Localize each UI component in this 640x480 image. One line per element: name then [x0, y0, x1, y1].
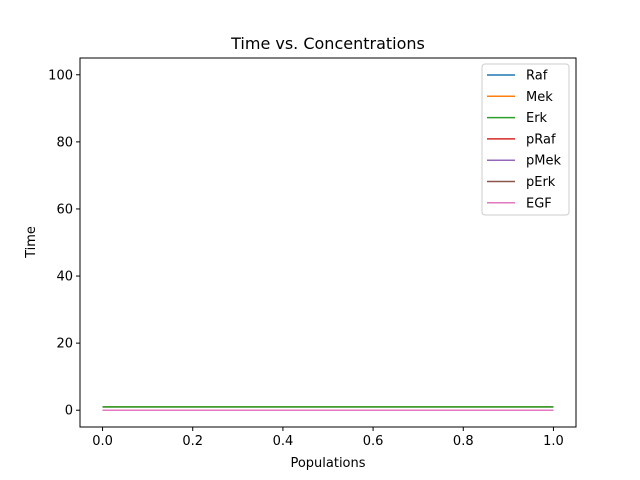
y-tick-label: 100 [48, 68, 73, 83]
legend-label-mek: Mek [526, 90, 553, 105]
x-tick-label: 0.4 [273, 434, 294, 449]
legend-label-egf: EGF [526, 196, 552, 211]
chart-title: Time vs. Concentrations [230, 34, 425, 53]
series-lines [102, 406, 554, 411]
y-tick-label: 20 [56, 337, 73, 352]
legend-label-praf: pRaf [526, 132, 556, 147]
x-tick-label: 0.2 [182, 434, 203, 449]
legend: Raf Mek Erk pRaf pMek pErk EGF [481, 63, 570, 216]
x-tick-label: 0.8 [453, 434, 474, 449]
x-axis-ticks: 0.0 0.2 0.4 0.6 0.8 1.0 [92, 427, 564, 449]
x-axis-label: Populations [290, 456, 365, 471]
legend-label-erk: Erk [526, 111, 548, 126]
y-axis-ticks: 0 20 40 60 80 100 [48, 68, 80, 419]
y-axis-label: Time [24, 226, 39, 259]
axes-frame [79, 57, 577, 428]
legend-label-pmek: pMek [526, 154, 561, 169]
legend-frame [481, 63, 570, 216]
plot-area [79, 57, 577, 428]
legend-label-raf: Raf [526, 69, 548, 84]
y-tick-label: 80 [56, 135, 73, 150]
y-tick-label: 40 [56, 270, 73, 285]
x-tick-label: 0.6 [363, 434, 384, 449]
legend-items: Raf Mek Erk pRaf pMek pErk EGF [487, 69, 561, 211]
legend-label-perk: pErk [526, 175, 556, 190]
y-tick-label: 60 [56, 202, 73, 217]
x-tick-label: 0.0 [92, 434, 113, 449]
x-tick-label: 1.0 [543, 434, 564, 449]
y-tick-label: 0 [65, 404, 73, 419]
